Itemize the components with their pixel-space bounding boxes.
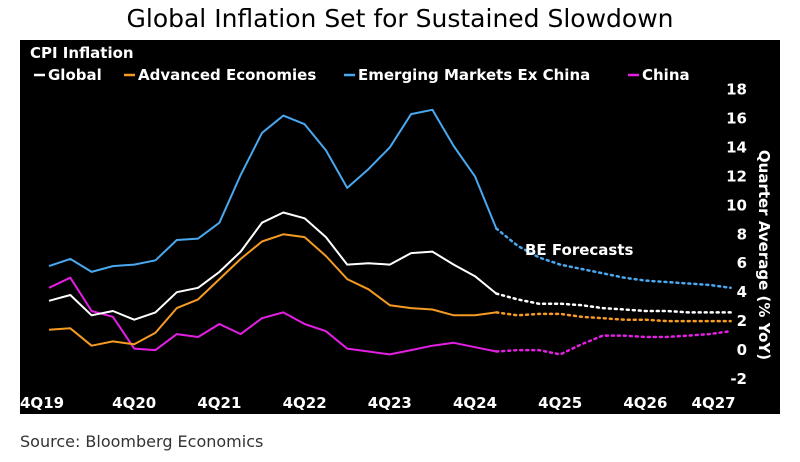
x-tick-label: 4Q20 [112,394,156,412]
x-tick-label: 4Q27 [692,394,736,412]
y-tick-label: 2 [737,312,747,330]
series-line-actual [48,108,498,273]
y-tick-label: 6 [737,254,747,272]
x-tick-label: 4Q23 [368,394,412,412]
line-chart: CPI Inflation Global Advanced Economies Em… [20,44,773,412]
y-tick-label: 0 [737,341,747,359]
chart-subtitle: CPI Inflation [30,44,134,62]
y-tick-label: 12 [726,167,747,185]
legend-label: Emerging Markets Ex China [358,66,590,84]
series-line-actual [48,211,497,321]
x-tick-label: 4Q26 [623,394,667,412]
y-tick-label: 14 [726,138,747,156]
x-axis: 4Q19 4Q20 4Q21 4Q22 4Q23 4Q24 4Q25 4Q26 4Q27 [20,394,736,412]
y-axis-label: Quarter Average (% YoY) [755,150,773,360]
series-line-actual [48,233,497,347]
x-tick-label: 4Q19 [20,394,64,412]
source-note: Source: Bloomberg Economics [20,432,264,451]
x-tick-label: 4Q22 [283,394,327,412]
series-line-forecast [495,292,732,314]
y-tick-label: -2 [730,370,747,388]
plot-area [48,108,732,356]
y-tick-label: 4 [737,283,747,301]
series-line-forecast [495,329,732,356]
y-tick-label: 18 [726,81,747,99]
chart-title: Global Inflation Set for Sustained Slowd… [126,4,674,33]
y-tick-label: 8 [737,225,747,243]
legend: Global Advanced Economies Emerging Markets… [34,66,690,84]
series-line-forecast [495,227,732,290]
x-tick-label: 4Q25 [538,394,582,412]
y-axis: -2 0 2 4 6 8 10 12 14 16 18 [726,81,747,389]
legend-label: Global [48,66,102,84]
x-tick-label: 4Q21 [197,394,241,412]
legend-label: China [642,66,690,84]
legend-label: Advanced Economies [138,66,316,84]
y-tick-label: 10 [726,196,747,214]
series-line-actual [48,276,497,356]
y-tick-label: 16 [726,109,747,127]
series-line-forecast [495,311,732,323]
forecast-annotation: BE Forecasts [525,241,634,259]
x-tick-label: 4Q24 [453,394,497,412]
